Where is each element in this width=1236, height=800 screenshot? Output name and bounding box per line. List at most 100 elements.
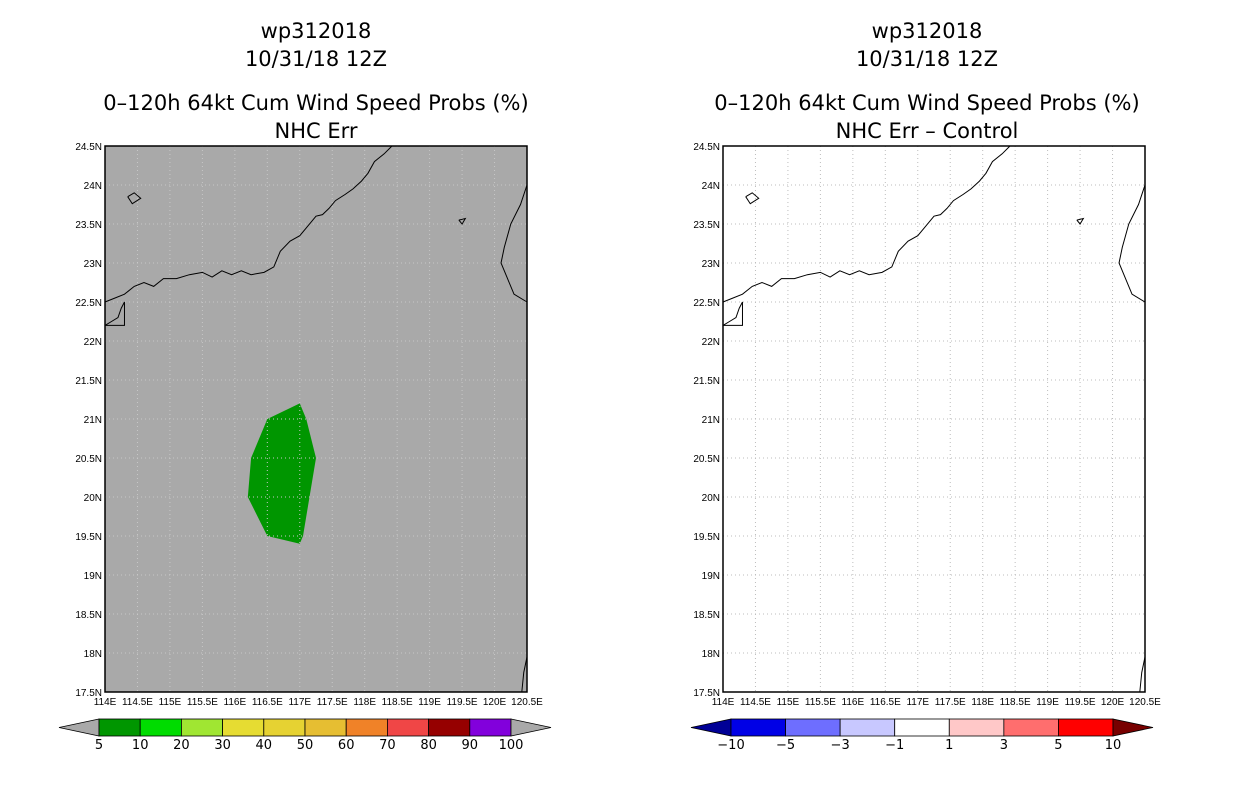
colorbar-label: 30	[214, 738, 231, 753]
colorbar-swatch	[98, 718, 141, 737]
left-title: wp312018 10/31/18 12Z 0–120h 64kt Cum Wi…	[103, 19, 528, 143]
colorbar-label: 20	[173, 738, 190, 753]
colorbar-label: 1	[945, 738, 953, 753]
lat-tick-label: 24N	[702, 181, 720, 192]
coastline-segment	[1118, 184, 1146, 303]
lon-tick-label: 117.5E	[317, 697, 348, 708]
left-gridlines	[105, 146, 527, 692]
lat-tick-label: 18N	[84, 649, 102, 660]
right-gridlines	[723, 146, 1145, 692]
right-map-frame	[722, 145, 1146, 693]
lon-tick-label: 116E	[842, 697, 865, 708]
colorbar-under-arrow	[58, 718, 100, 737]
left-map-background	[105, 146, 527, 692]
colorbar-label: 70	[379, 738, 396, 753]
lat-tick-label: 19.5N	[75, 532, 102, 543]
colorbar-swatch	[222, 718, 265, 737]
right-panel: wp312018 10/31/18 12Z 0–120h 64kt Cum Wi…	[690, 19, 1161, 753]
coastline-segment	[521, 656, 528, 693]
coastline-segment	[127, 192, 142, 205]
lon-tick-label: 117E	[906, 697, 929, 708]
lon-tick-label: 119.5E	[1065, 697, 1096, 708]
probability-region	[247, 403, 316, 544]
right-lon-tick-labels: 114E 114.5E 115E 115.5E 116E 116.5E 117E 117.5E…	[712, 697, 1161, 708]
colorbar-swatch	[785, 718, 841, 737]
lat-tick-label: 23.5N	[75, 220, 102, 231]
lon-tick-label: 117.5E	[935, 697, 966, 708]
lat-tick-label: 20.5N	[75, 454, 102, 465]
lon-tick-label: 120.5E	[511, 697, 543, 708]
lon-tick-label: 120E	[483, 697, 507, 708]
lon-tick-label: 119.5E	[447, 697, 478, 708]
colorbar-swatch	[139, 718, 182, 737]
lon-tick-label: 114E	[712, 697, 735, 708]
lat-tick-label: 18.5N	[75, 610, 102, 621]
coastline-segment	[458, 217, 467, 225]
lat-tick-label: 17.5N	[693, 688, 720, 699]
colorbar-label: 40	[256, 738, 273, 753]
colorbar-swatch	[180, 718, 223, 737]
left-title-line-3: 0–120h 64kt Cum Wind Speed Probs (%)	[103, 91, 528, 115]
colorbar-label: 10	[132, 738, 149, 753]
colorbar-swatch	[469, 718, 512, 737]
lon-tick-label: 120.5E	[1129, 697, 1161, 708]
colorbar-swatch	[839, 718, 896, 737]
colorbar-label: 50	[297, 738, 314, 753]
lat-tick-label: 23.5N	[693, 220, 720, 231]
colorbar-label: 60	[338, 738, 355, 753]
left-title-line-2: 10/31/18 12Z	[245, 47, 387, 71]
right-title-line-1: wp312018	[872, 19, 983, 43]
lon-tick-label: 115.5E	[187, 697, 218, 708]
left-title-line-1: wp312018	[261, 19, 372, 43]
colorbar-swatch	[948, 718, 1005, 737]
colorbar-under-arrow	[690, 718, 732, 737]
right-title-line-3: 0–120h 64kt Cum Wind Speed Probs (%)	[714, 91, 1139, 115]
lat-tick-label: 24.5N	[75, 142, 102, 153]
right-map-background	[723, 146, 1145, 692]
colorbar-label: 80	[420, 738, 437, 753]
lat-tick-label: 22N	[84, 337, 102, 348]
coastline-segment	[500, 184, 528, 303]
lon-tick-label: 115E	[159, 697, 182, 708]
left-panel: wp312018 10/31/18 12Z 0–120h 64kt Cum Wi…	[58, 19, 552, 753]
lon-tick-label: 114.5E	[740, 697, 771, 708]
right-title-line-2: 10/31/18 12Z	[856, 47, 998, 71]
right-coastline	[722, 145, 1146, 693]
lat-tick-label: 20N	[84, 493, 102, 504]
lon-tick-label: 118.5E	[1000, 697, 1031, 708]
colorbar-label: 5	[1054, 738, 1062, 753]
coastline-segment	[104, 301, 125, 326]
lat-tick-label: 20.5N	[693, 454, 720, 465]
colorbar-label: −10	[717, 738, 744, 753]
coastline-segment	[104, 145, 393, 303]
colorbar-swatch	[894, 718, 950, 737]
coastline-segment	[1139, 656, 1146, 693]
lat-tick-label: 21N	[702, 415, 720, 426]
colorbar-over-arrow	[510, 718, 552, 737]
left-colorbar: 5 10 20 30 40 50 60 70 80 90 100	[58, 718, 552, 753]
colorbar-swatch	[428, 718, 471, 737]
right-title-line-4: NHC Err – Control	[836, 119, 1019, 143]
lat-tick-label: 23N	[702, 259, 720, 270]
lon-tick-label: 118E	[971, 697, 994, 708]
lon-tick-label: 116.5E	[252, 697, 283, 708]
lon-tick-label: 120E	[1101, 697, 1125, 708]
lat-tick-label: 17.5N	[75, 688, 102, 699]
right-colorbar: −10 −5 −3 −1 1 3 5 10	[690, 718, 1154, 753]
lon-tick-label: 115E	[777, 697, 800, 708]
lon-tick-label: 119E	[1036, 697, 1059, 708]
lat-tick-label: 20N	[702, 493, 720, 504]
lat-tick-label: 24.5N	[693, 142, 720, 153]
colorbar-label: 90	[462, 738, 479, 753]
lat-tick-label: 18.5N	[693, 610, 720, 621]
colorbar-label: 3	[1000, 738, 1008, 753]
lat-tick-label: 21N	[84, 415, 102, 426]
colorbar-swatch	[730, 718, 786, 737]
colorbar-swatch	[345, 718, 388, 737]
colorbar-swatch	[1003, 718, 1059, 737]
left-title-line-4: NHC Err	[274, 119, 357, 143]
left-lon-tick-labels: 114E 114.5E 115E 115.5E 116E 116.5E 117E 117.5E…	[94, 697, 543, 708]
lat-tick-label: 19.5N	[693, 532, 720, 543]
colorbar-swatch	[1058, 718, 1114, 737]
lon-tick-label: 114.5E	[122, 697, 153, 708]
